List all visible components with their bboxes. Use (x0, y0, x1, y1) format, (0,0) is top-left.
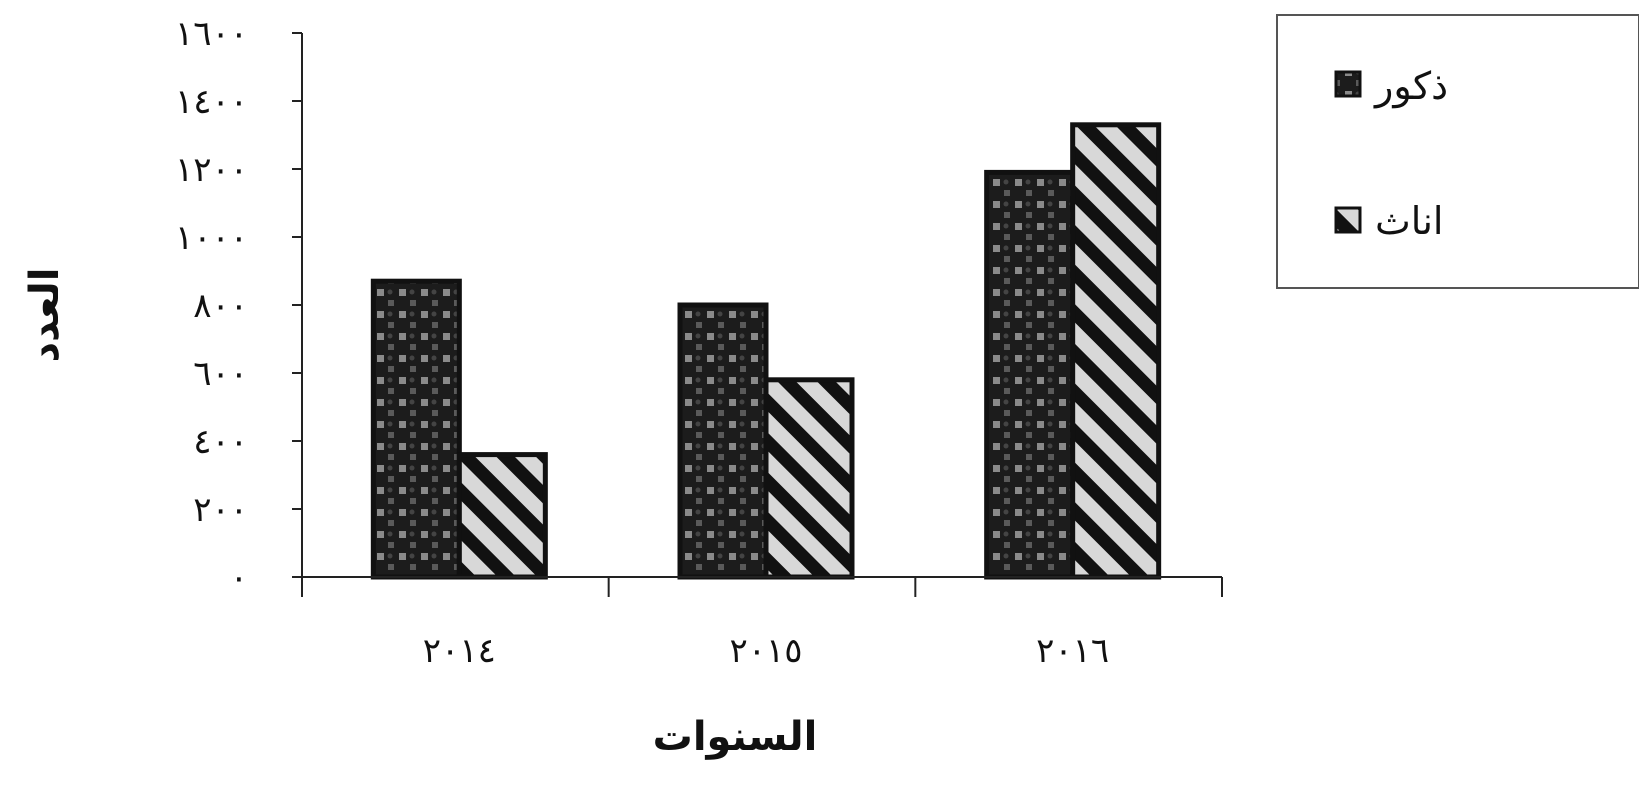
legend-label-males: ذكور (1373, 64, 1448, 109)
y-tick-label: ٦٠٠ (193, 354, 248, 394)
y-tick-label: ٠ (230, 558, 248, 598)
legend: ذكور اناث (1276, 14, 1639, 289)
y-tick-label: ٤٠٠ (193, 422, 248, 462)
bar-females (763, 377, 855, 580)
bar-males (370, 278, 462, 580)
y-tick-label: ٢٠٠ (193, 490, 248, 530)
bar-males (677, 302, 769, 580)
legend-label-females: اناث (1375, 199, 1444, 243)
bar-males (984, 169, 1076, 580)
y-tick-label: ١٢٠٠ (175, 150, 248, 190)
x-tick-label: ٢٠١٦ (1036, 631, 1109, 671)
legend-swatch-females (1334, 206, 1362, 234)
y-axis-tick-labels: ٠ ٢٠٠ ٤٠٠ ٦٠٠ ٨٠٠ ١٠٠٠ ١٢٠٠ ١٤٠٠ ١٦٠٠ (175, 14, 248, 598)
bars (370, 122, 1162, 580)
y-tick-label: ١٤٠٠ (175, 82, 248, 122)
x-tick-label: ٢٠١٤ (423, 631, 496, 671)
legend-box (1276, 14, 1639, 289)
y-axis-title: العدد (22, 268, 68, 363)
legend-swatch-males (1334, 70, 1362, 98)
bar-females (456, 452, 548, 580)
y-tick-label: ١٠٠٠ (175, 218, 248, 258)
x-axis-tick-labels: ٢٠١٤ ٢٠١٥ ٢٠١٦ (423, 631, 1109, 671)
x-tick-label: ٢٠١٥ (729, 631, 802, 671)
x-axis-ticks (301, 577, 1223, 597)
bar-females (1070, 122, 1162, 580)
y-tick-label: ١٦٠٠ (175, 14, 248, 54)
y-tick-label: ٨٠٠ (193, 286, 248, 326)
x-axis-title: السنوات (653, 714, 818, 760)
y-axis-ticks (292, 32, 302, 578)
